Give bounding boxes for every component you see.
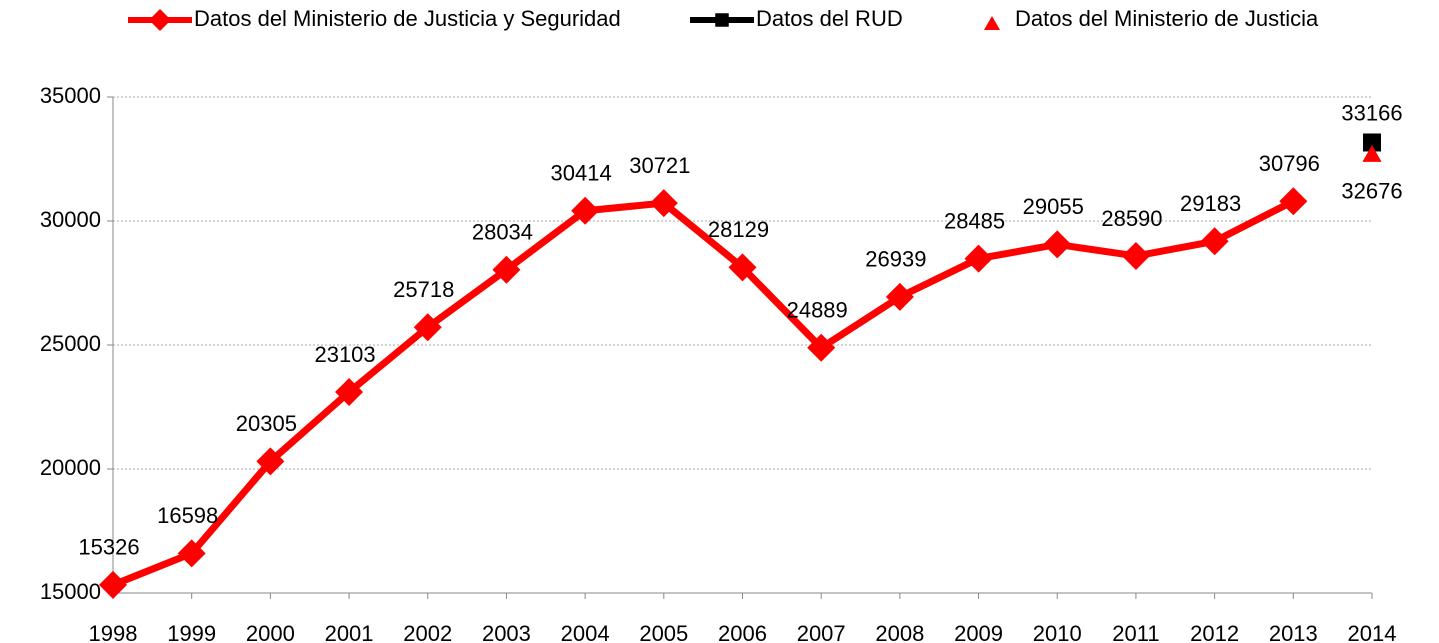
data-label: 24889: [787, 298, 848, 323]
data-point: [335, 378, 364, 407]
data-label: 30796: [1259, 151, 1320, 176]
x-tick-label: 1999: [167, 621, 216, 643]
x-tick-label: 2014: [1348, 621, 1397, 643]
data-label: 29055: [1023, 194, 1084, 219]
data-label: 30414: [551, 161, 612, 186]
y-tick-label: 30000: [40, 207, 101, 232]
x-tick-label: 2001: [325, 621, 374, 643]
data-label: 28034: [472, 220, 533, 245]
data-label: 20305: [236, 411, 297, 436]
data-label: 23103: [314, 342, 375, 367]
data-label: 29183: [1180, 191, 1241, 216]
x-tick-label: 2011: [1112, 621, 1159, 643]
x-tick-label: 1998: [89, 621, 138, 643]
data-point: [492, 255, 521, 284]
x-tick-label: 2003: [482, 621, 531, 643]
data-label: 32676: [1341, 178, 1402, 203]
data-point: [413, 313, 442, 342]
data-label: 28129: [708, 217, 769, 242]
x-tick-label: 2013: [1269, 621, 1318, 643]
x-tick-label: 2002: [403, 621, 452, 643]
series-line: [111, 198, 1295, 589]
y-tick-label: 20000: [40, 455, 101, 480]
data-point: [1043, 230, 1072, 259]
x-tick-label: 2006: [718, 621, 767, 643]
data-point: [99, 570, 127, 599]
data-label: 16598: [157, 503, 218, 528]
y-tick-label: 35000: [40, 83, 101, 108]
x-tick-label: 2007: [797, 621, 846, 643]
data-label: 33166: [1341, 100, 1402, 125]
data-label: 25718: [393, 277, 454, 302]
x-tick-label: 2009: [954, 621, 1003, 643]
data-point: [1362, 145, 1382, 162]
data-point: [728, 253, 757, 282]
data-point: [964, 244, 993, 273]
legend-label: Datos del Ministerio de Justicia y Segur…: [194, 6, 621, 31]
data-label: 28485: [944, 208, 1005, 233]
data-point: [571, 196, 600, 225]
data-point: [1121, 241, 1150, 270]
data-label: 28590: [1101, 206, 1162, 231]
data-point: [807, 333, 836, 362]
x-tick-label: 2012: [1190, 621, 1239, 643]
x-tick-label: 2000: [246, 621, 295, 643]
data-label: 15326: [78, 535, 139, 560]
data-point: [177, 539, 206, 568]
data-point: [1279, 187, 1308, 216]
legend-label: Datos del Ministerio de Justicia: [1015, 6, 1319, 31]
y-tick-label: 25000: [40, 331, 101, 356]
legend-marker: [984, 16, 1000, 30]
data-point: [649, 189, 678, 218]
legend-label: Datos del RUD: [756, 6, 903, 31]
data-label: 30721: [629, 153, 690, 178]
legend-marker: [715, 13, 729, 27]
x-tick-label: 2008: [875, 621, 924, 643]
data-point: [1200, 227, 1229, 256]
x-tick-label: 2010: [1033, 621, 1082, 643]
x-tick-label: 2004: [561, 621, 610, 643]
legend-marker: [149, 9, 171, 31]
data-point: [885, 282, 914, 311]
data-point: [1363, 133, 1381, 152]
data-label: 26939: [865, 247, 926, 272]
y-tick-label: 15000: [40, 579, 101, 604]
data-point: [256, 447, 285, 476]
x-tick-label: 2005: [639, 621, 688, 643]
